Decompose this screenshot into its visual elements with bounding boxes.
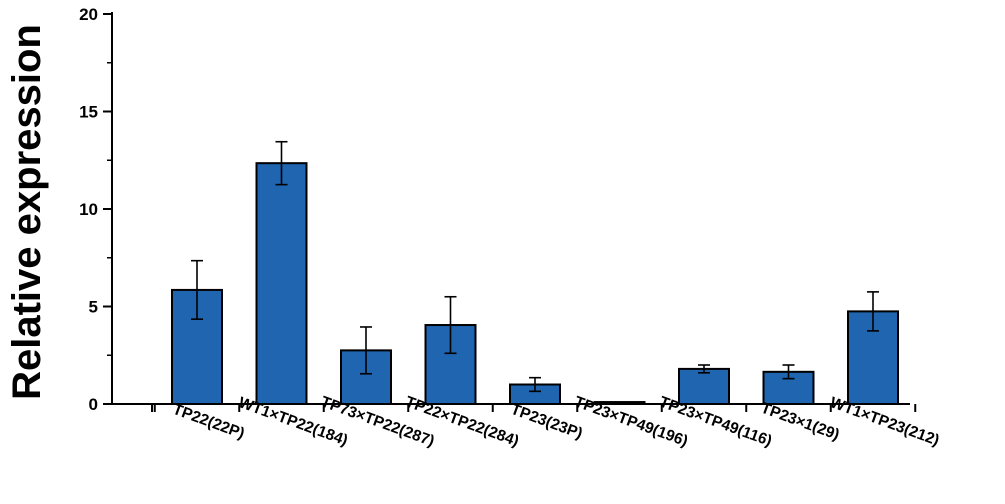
y-tick-label: 15 xyxy=(79,103,98,122)
y-tick-label: 0 xyxy=(89,395,98,414)
bar xyxy=(678,367,730,405)
plot-area: 05101520TP22(22P)WT1×TP22(184)TP73×TP22(… xyxy=(79,5,941,450)
y-tick-label: 5 xyxy=(89,298,98,317)
category-label: TP22(22P) xyxy=(170,401,246,443)
bar xyxy=(593,401,646,405)
bar xyxy=(255,162,308,405)
y-tick-label: 10 xyxy=(79,200,98,219)
y-axis-title: Relative expression xyxy=(5,24,49,400)
y-tick-label: 20 xyxy=(79,5,98,24)
